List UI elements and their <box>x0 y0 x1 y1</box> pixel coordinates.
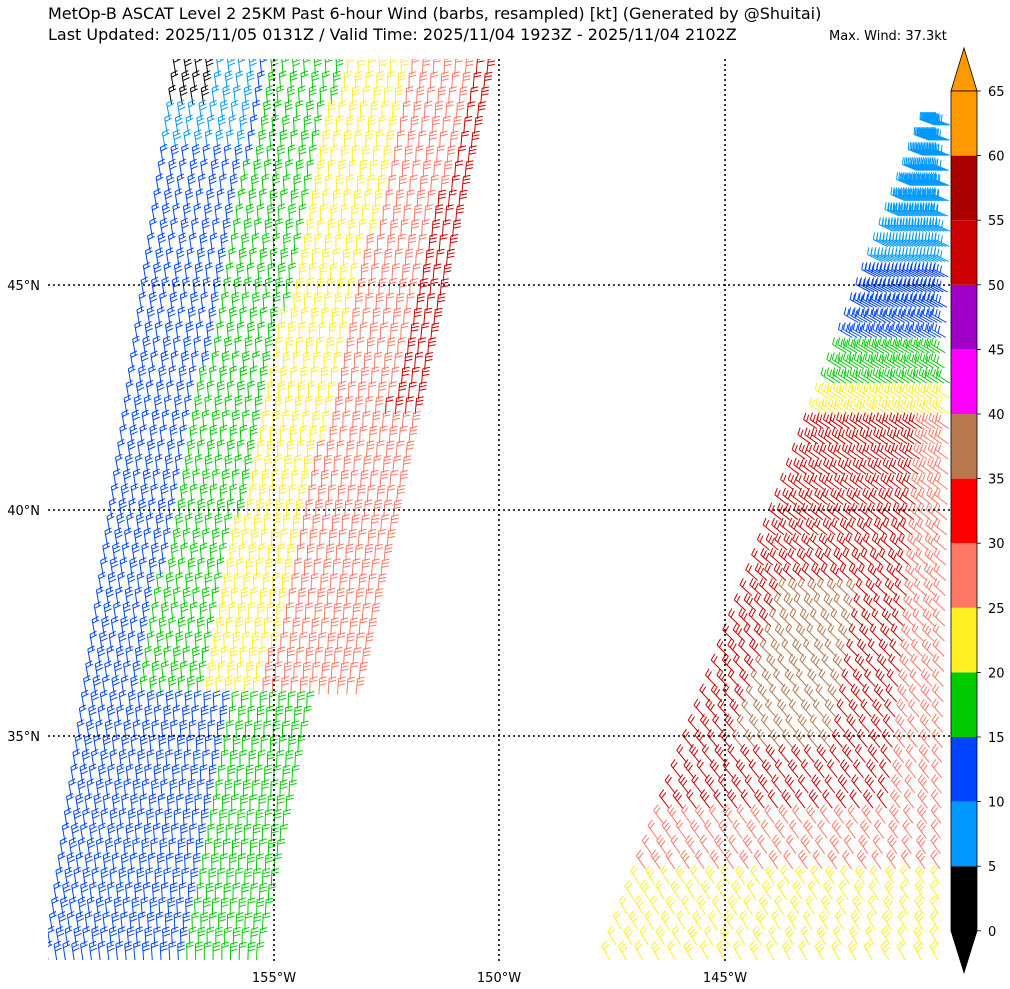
colorbar-bin <box>951 543 977 608</box>
lat-label-45n: 45°N <box>7 279 40 294</box>
colorbar-bin <box>951 672 977 737</box>
max-wind-label: Max. Wind: 37.3kt <box>829 29 947 44</box>
colorbar-tick-label: 25 <box>988 602 1005 617</box>
colorbar-tick-label: 55 <box>988 214 1005 229</box>
colorbar-tick-label: 20 <box>988 666 1005 681</box>
colorbar-bin <box>951 801 977 867</box>
colorbar-bin <box>951 91 977 156</box>
colorbar-tick-label: 60 <box>988 150 1005 165</box>
colorbar-bin <box>951 607 977 673</box>
colorbar-tick-label: 35 <box>988 473 1005 488</box>
colorbar-tick-label: 15 <box>988 731 1005 746</box>
colorbar-bin <box>951 414 977 479</box>
colorbar-bin <box>951 220 977 285</box>
colorbar-tick-label: 50 <box>988 279 1005 294</box>
lat-label-40n: 40°N <box>7 504 40 519</box>
colorbar-bin <box>951 737 977 802</box>
colorbar-tick-label: 40 <box>988 408 1005 423</box>
lon-label-145w: 145°W <box>703 971 747 986</box>
colorbar-tick-label: 0 <box>988 925 996 940</box>
colorbar-tick-label: 45 <box>988 343 1005 358</box>
colorbar-extend-high <box>950 46 978 92</box>
colorbar-tick-label: 65 <box>988 85 1005 100</box>
ascat-swaths <box>48 59 950 961</box>
colorbar-tick-label: 5 <box>988 860 996 875</box>
map-title: MetOp-B ASCAT Level 2 25KM Past 6-hour W… <box>48 4 822 23</box>
colorbar-bin <box>951 155 977 221</box>
colorbar-bin <box>951 478 977 544</box>
colorbar-bin <box>951 284 977 350</box>
right-swath-barbs <box>601 112 950 961</box>
lon-label-155w: 155°W <box>252 971 296 986</box>
colorbar-bin <box>951 349 977 414</box>
wind-speed-colorbar: 0 5 10 15 20 25 30 35 40 45 50 55 60 65 <box>950 46 1005 975</box>
graticule <box>48 59 950 961</box>
colorbar-bin <box>951 866 977 931</box>
lon-label-150w: 150°W <box>477 971 521 986</box>
axis-labels: 45°N 40°N 35°N 155°W 150°W 145°W <box>7 279 747 986</box>
colorbar-tick-label: 30 <box>988 537 1005 552</box>
colorbar-extend-low <box>950 930 978 975</box>
left-swath-barbs <box>48 59 496 961</box>
valid-time-subtitle: Last Updated: 2025/11/05 0131Z / Valid T… <box>48 25 737 44</box>
colorbar-frame <box>950 90 978 932</box>
colorbar-tick-label: 10 <box>988 796 1005 811</box>
lat-label-35n: 35°N <box>7 730 40 745</box>
